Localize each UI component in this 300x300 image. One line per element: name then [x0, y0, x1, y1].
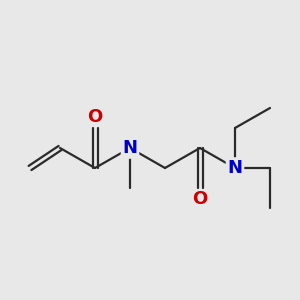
Text: N: N — [122, 139, 137, 157]
Text: O: O — [87, 108, 103, 126]
Text: O: O — [192, 190, 208, 208]
Text: N: N — [227, 159, 242, 177]
